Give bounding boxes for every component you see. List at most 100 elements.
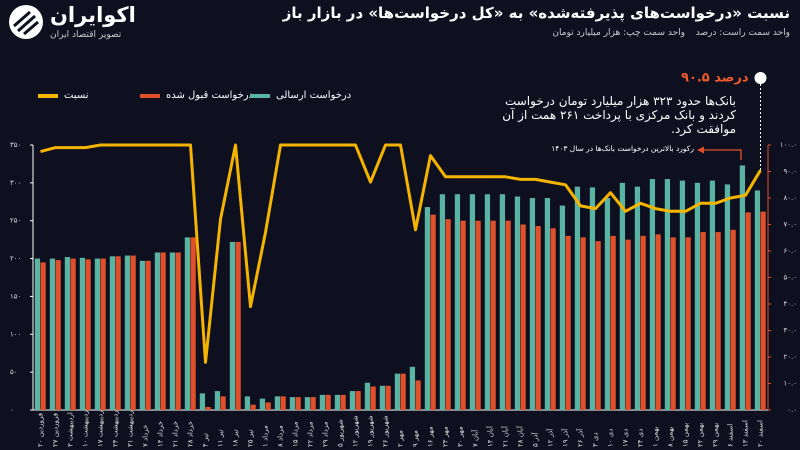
x-tick-label: ۱۹ آذر — [561, 428, 570, 447]
bar — [340, 394, 346, 410]
x-tick-label: ۱ بهمن — [652, 426, 660, 447]
x-tick-label: ۱۶ مهر — [427, 426, 435, 447]
y-tick-label: ۲۰۰ — [10, 255, 21, 263]
bar — [739, 165, 746, 410]
bar — [214, 391, 221, 410]
callout-dot — [754, 72, 767, 84]
bar — [100, 258, 106, 410]
y2-tick-label: ۱۰۰.۰ — [780, 141, 797, 149]
legend-item: نسبت — [38, 90, 89, 101]
y-tick-label: ۳۵۰ — [10, 141, 21, 149]
bar — [85, 259, 91, 410]
bar — [250, 404, 256, 410]
bar — [409, 366, 416, 410]
brand-name: اکوایران — [50, 3, 136, 27]
bar — [244, 396, 251, 410]
x-tick-label: ۲۹ مرداد — [322, 421, 330, 447]
legend-item: درخواست قبول شده — [140, 90, 253, 101]
y-tick-label: ۳۰۰ — [10, 179, 21, 187]
x-tick-label: ۷ خرداد — [142, 425, 150, 447]
bar — [280, 396, 286, 410]
x-tick-label: ۲۹ بهمن — [712, 423, 720, 447]
bar — [469, 194, 476, 410]
annotation: بانک‌ها حدود ۳۲۳ هزار میلیارد تومان درخو… — [502, 94, 736, 136]
bar — [589, 187, 596, 410]
bar — [514, 196, 521, 410]
x-tick-label: ۸ بهمن — [667, 426, 675, 447]
bar — [730, 229, 736, 410]
y-tick-label: ۱۰۰ — [10, 330, 21, 338]
x-tick-label: ۱۳ اسفند — [742, 420, 750, 447]
bar — [160, 252, 166, 410]
y2-tick-label: ۳۰.۰ — [783, 327, 797, 335]
x-tick-label: ۲۱ آبان — [501, 425, 510, 447]
brand-tagline: تصویر اقتصاد ایران — [50, 30, 122, 40]
bar — [670, 237, 676, 410]
bar — [355, 391, 361, 410]
bar — [679, 180, 686, 410]
legend-label: درخواست قبول شده — [166, 90, 254, 101]
x-tick-label: ۱۱ تیر — [217, 429, 225, 447]
bar — [295, 397, 301, 410]
bar — [634, 186, 641, 410]
x-tick-label: ۲ مهر — [397, 430, 405, 447]
x-tick-label: ۱۲ آذر — [546, 428, 555, 447]
bar — [220, 396, 226, 410]
bar — [385, 385, 391, 410]
bar — [229, 241, 236, 410]
x-tick-label: ۲۷ فروردین — [52, 413, 60, 447]
bar — [190, 237, 196, 410]
x-tick-label: ۱۲ شهریور — [352, 415, 360, 447]
x-tick-label: ۳۰ مهر — [457, 426, 465, 447]
x-tick-label: ۱۵ مرداد — [292, 421, 300, 447]
logo-stripes — [13, 10, 39, 36]
bar — [610, 235, 616, 410]
bar — [334, 394, 341, 410]
x-tick-label: ۲۶ آذر — [576, 428, 585, 447]
bar — [154, 252, 161, 410]
subtitle-right: واحد سمت راست: درصد — [695, 28, 790, 38]
bar — [424, 207, 431, 410]
legend-label: درخواست ارسالی — [276, 90, 352, 101]
bar — [394, 373, 401, 410]
bar — [664, 179, 671, 410]
bar — [520, 224, 526, 410]
bar — [145, 260, 151, 410]
bar — [694, 182, 701, 410]
bar — [349, 391, 356, 410]
bar — [124, 255, 131, 410]
x-tick-label: ۲۲ بهمن — [697, 423, 705, 447]
x-tick-label: ۱۷ اردیبهشت — [97, 408, 105, 447]
bar — [604, 198, 611, 410]
subtitle-left: واحد سمت چپ: هزار میلیارد تومان — [552, 28, 685, 38]
x-tick-label: ۱۰ دی — [607, 429, 615, 447]
bar — [49, 258, 56, 410]
bar — [715, 232, 721, 410]
bar — [544, 198, 551, 410]
bar — [40, 262, 46, 410]
x-tick-label: ۱۹ شهریور — [367, 415, 375, 447]
bar — [655, 234, 661, 410]
x-tick-label: ۲۰ اسفند — [757, 420, 765, 447]
legend-swatch — [140, 93, 160, 98]
bar — [400, 373, 406, 410]
bar — [475, 220, 481, 410]
bar — [754, 190, 761, 410]
y2-tick-label: ۰.۰ — [787, 406, 797, 414]
bar — [169, 252, 176, 410]
x-tick-label: ۱۴ خرداد — [157, 421, 165, 447]
legend-swatch — [250, 93, 270, 98]
bar — [199, 393, 206, 410]
y2-tick-label: ۱۰.۰ — [783, 380, 797, 388]
x-tick-label: ۲۰ فروردین — [37, 413, 45, 447]
bar — [274, 396, 281, 410]
x-tick-label: ۴ تیر — [202, 433, 210, 447]
bar — [79, 257, 86, 410]
x-tick-label: ۱ مرداد — [262, 425, 270, 447]
legend-label: نسبت — [64, 90, 89, 101]
bar — [70, 258, 76, 410]
bar — [760, 211, 766, 410]
bar — [415, 380, 421, 410]
bar — [625, 239, 631, 410]
x-tick-label: ۲۸ آبان — [516, 425, 525, 447]
